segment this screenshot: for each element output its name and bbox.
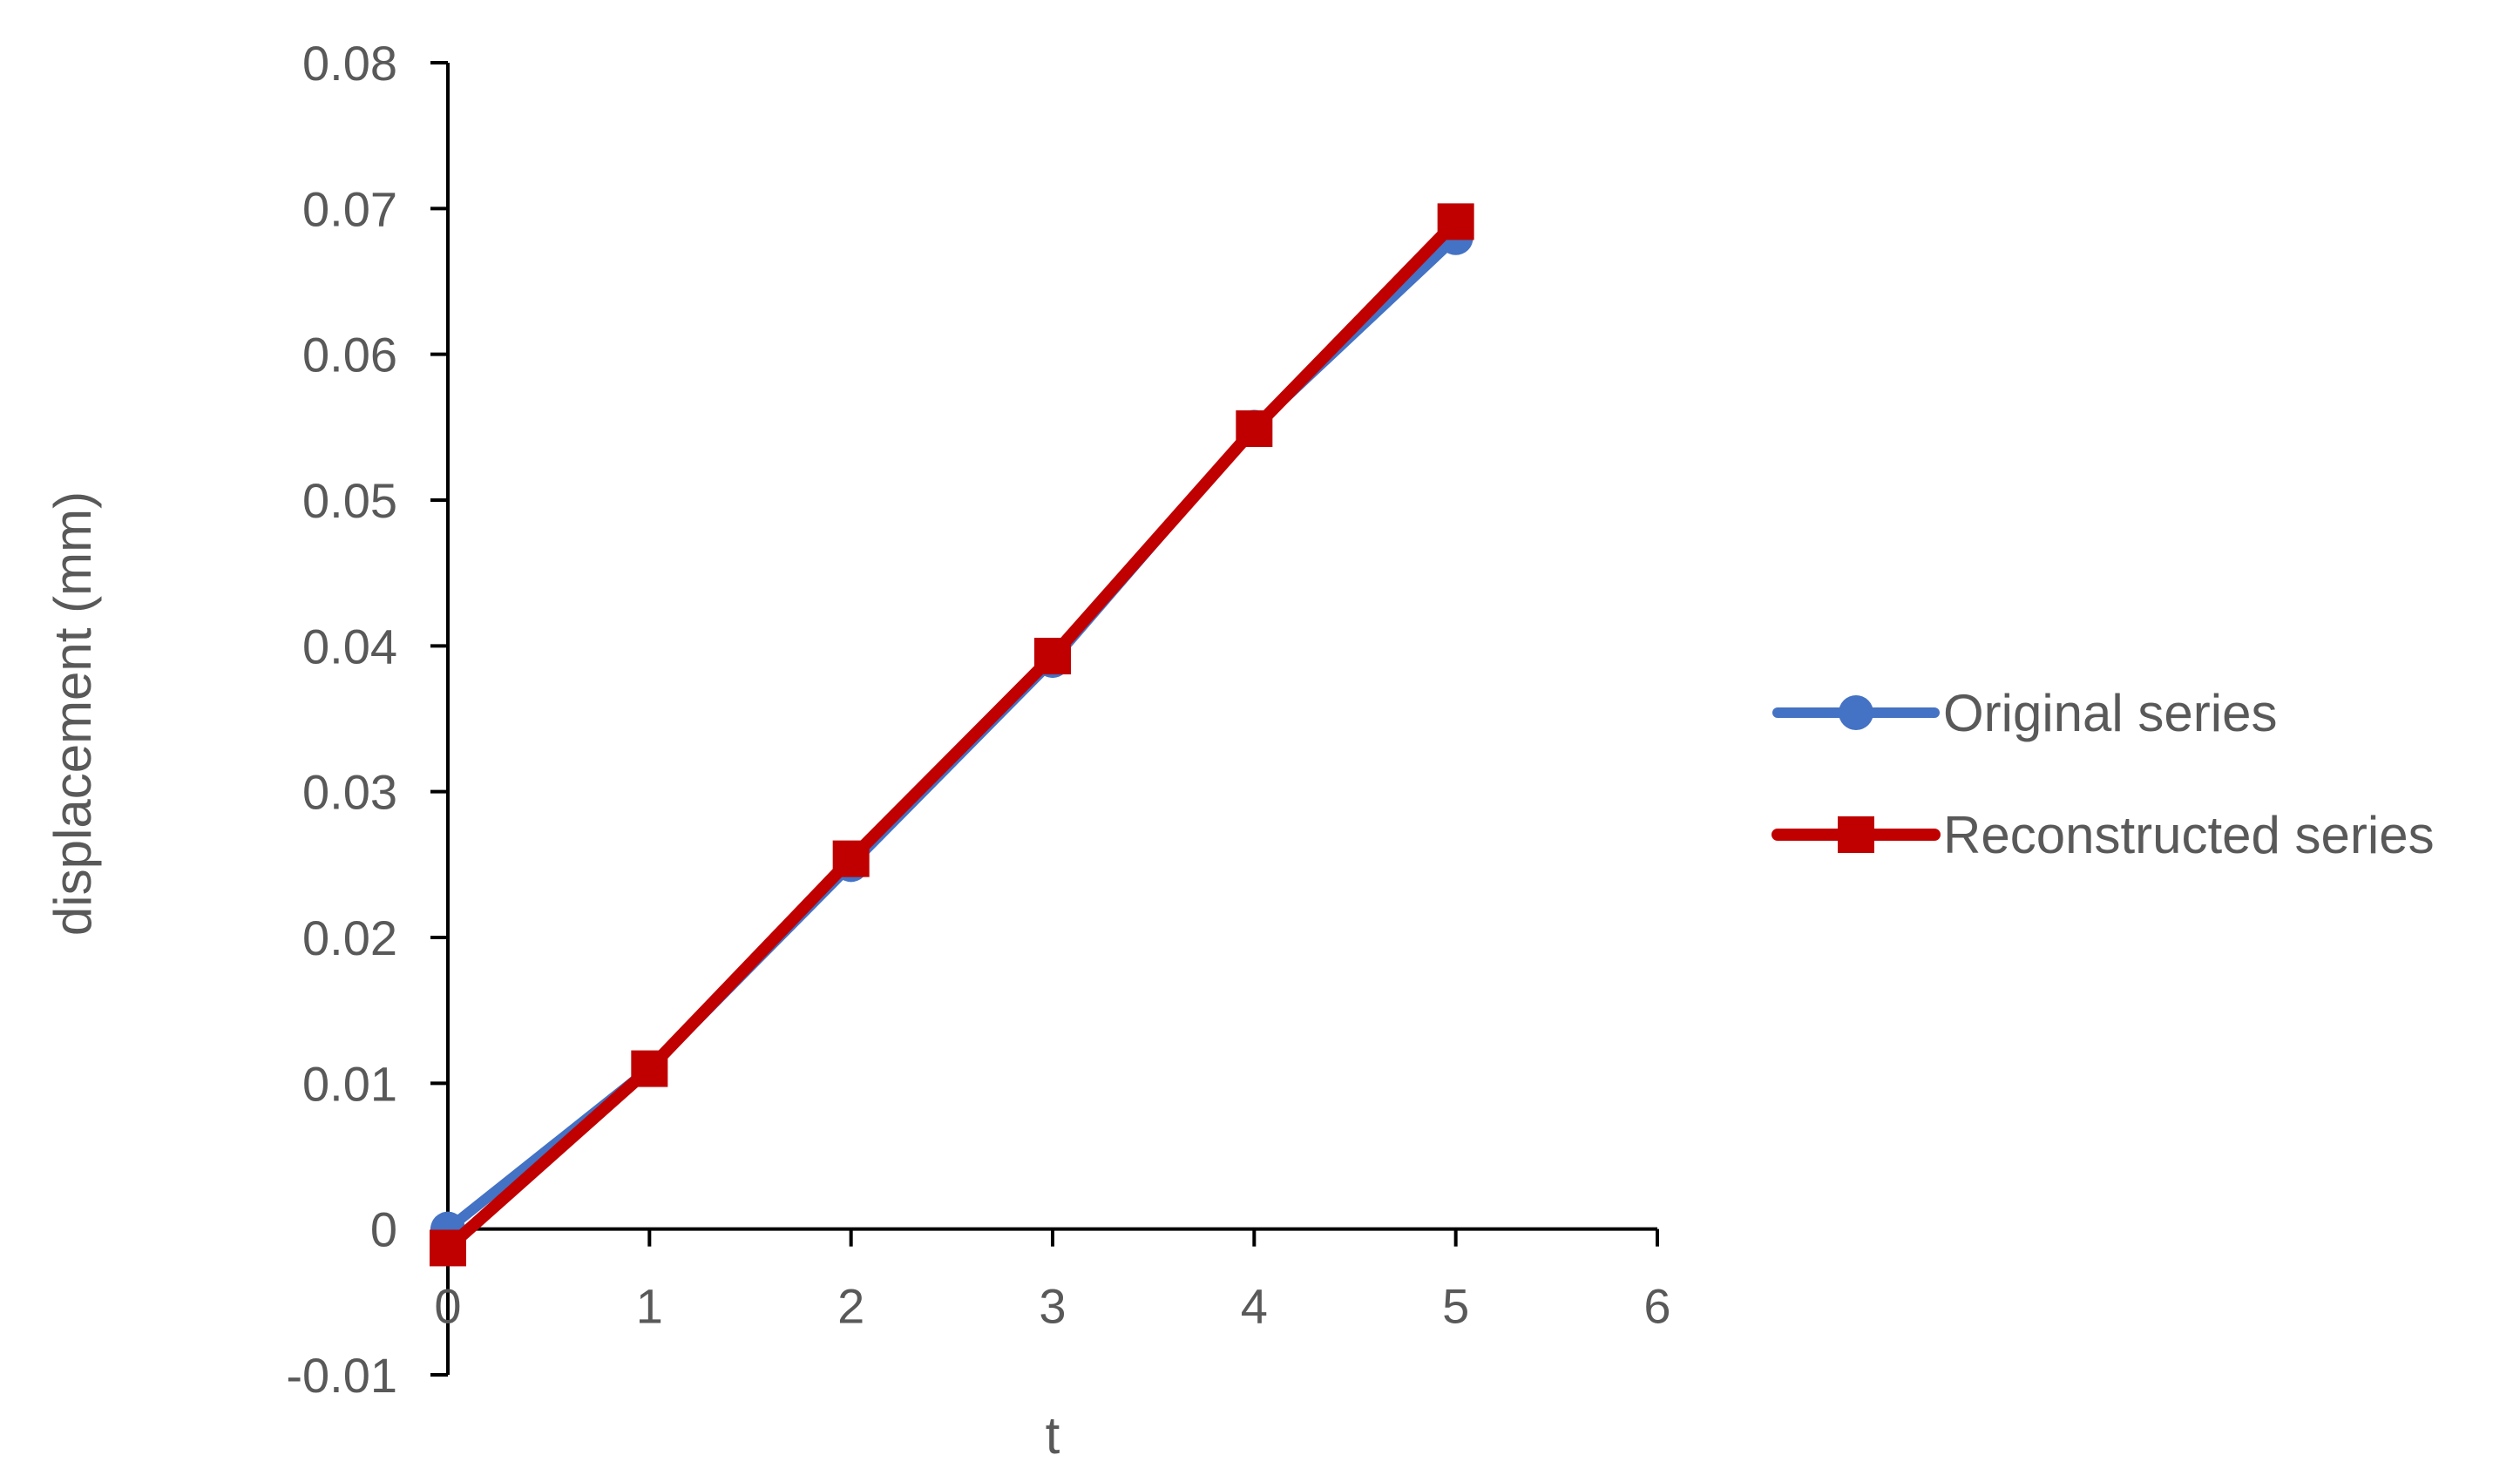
x-tick-label: 2 (837, 1279, 864, 1334)
y-tick-label: 0.02 (302, 910, 397, 965)
series-0 (430, 220, 1473, 1247)
y-tick-label: 0 (370, 1202, 397, 1257)
x-tick-label: 5 (1442, 1279, 1469, 1334)
y-tick-label: -0.01 (286, 1348, 397, 1403)
axes (430, 61, 1659, 1377)
y-tick-label: 0.06 (302, 328, 397, 382)
legend-entry-0: Original series (1772, 684, 2277, 742)
y-tick-label: 0.08 (302, 36, 397, 91)
legend-marker (1838, 816, 1874, 853)
x-tick-label: 3 (1039, 1279, 1066, 1334)
y-tick-label: 0.04 (302, 619, 397, 673)
series-line (442, 215, 1462, 1255)
x-tick-label: 4 (1241, 1279, 1268, 1334)
legend: Original series Reconstructed series (1771, 684, 2435, 864)
x-axis-title: t (1046, 1406, 1060, 1465)
y-tick-label: 0.05 (302, 473, 397, 528)
legend-label: Reconstructed series (1943, 806, 2435, 864)
data-point (631, 1050, 668, 1087)
y-tick-label: 0.03 (302, 765, 397, 820)
data-point (1034, 638, 1071, 675)
legend-label: Original series (1943, 684, 2277, 742)
data-point (832, 840, 870, 877)
data-point (430, 1229, 466, 1267)
series-layer (430, 203, 1474, 1267)
data-point (1236, 410, 1273, 448)
x-tick-label: 0 (434, 1279, 461, 1334)
series-line (443, 232, 1461, 1235)
y-axis-title: displacement (mm) (44, 491, 102, 936)
data-point (1437, 203, 1474, 240)
legend-entry-1: Reconstructed series (1771, 806, 2435, 864)
tick-labels: -0.01 0 0.01 0.02 0.03 0.04 0.05 0.06 0.07 0.08 0 1… (286, 36, 1670, 1403)
x-tick-label: 6 (1643, 1279, 1670, 1334)
series-1 (430, 203, 1474, 1267)
x-tick-label: 1 (636, 1279, 663, 1334)
y-tick-label: 0.01 (302, 1056, 397, 1111)
y-tick-label: 0.07 (302, 181, 397, 236)
legend-marker (1839, 695, 1873, 730)
